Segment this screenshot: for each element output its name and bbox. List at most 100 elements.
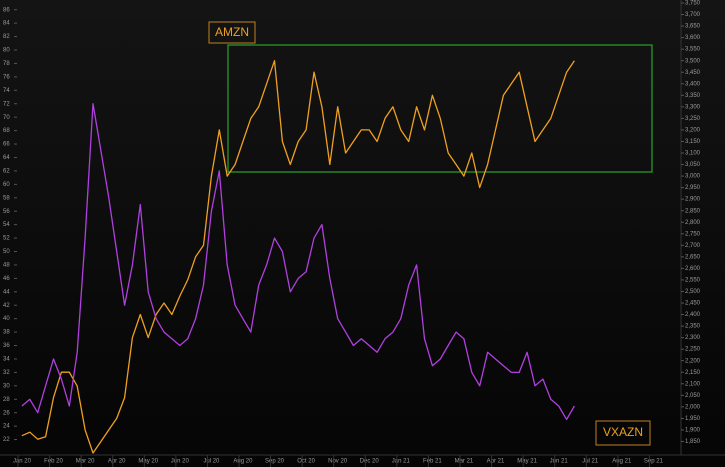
x-tick-label: Sep 20	[265, 459, 285, 465]
y2-tick-label: 2,050	[685, 393, 701, 399]
y-tick-label: 42	[3, 303, 10, 309]
y2-tick-label: 3,750	[685, 1, 701, 7]
y-tick-label: 46	[3, 276, 10, 282]
x-tick-label: Sep 21	[644, 459, 664, 465]
y-tick-label: 70	[3, 115, 10, 121]
y2-tick-label: 2,750	[685, 231, 701, 237]
x-tick-label: Jul 21	[582, 459, 599, 465]
series-tag: VXAZN	[603, 425, 643, 439]
y2-tick-label: 3,200	[685, 128, 701, 134]
y2-tick-label: 2,400	[685, 312, 701, 318]
x-tick-label: May 21	[517, 459, 537, 465]
label-box	[208, 21, 256, 44]
series-line	[21, 60, 575, 454]
x-tick-label: Oct 20	[297, 459, 315, 465]
y-tick-label: 22	[3, 437, 10, 443]
y2-tick-label: 2,450	[685, 301, 701, 307]
y2-tick-label: 2,800	[685, 220, 701, 226]
x-tick-label: Dec 20	[360, 459, 380, 465]
x-tick-label: Mar 20	[76, 459, 95, 465]
y2-tick-label: 3,300	[685, 104, 701, 110]
x-tick-label: Jun 21	[550, 459, 569, 465]
y2-tick-label: 2,150	[685, 370, 701, 376]
x-tick-label: Feb 21	[423, 459, 442, 465]
y2-tick-label: 3,650	[685, 24, 701, 30]
y2-tick-label: 2,300	[685, 335, 701, 341]
x-tick-label: Mar 21	[455, 459, 474, 465]
y-tick-label: 50	[3, 249, 10, 255]
y-tick-label: 38	[3, 330, 10, 336]
y2-tick-label: 1,850	[685, 439, 701, 445]
y2-tick-label: 2,900	[685, 197, 701, 203]
x-tick-label: Jun 20	[171, 459, 190, 465]
y-tick-label: 58	[3, 195, 10, 201]
y-tick-label: 48	[3, 263, 10, 269]
y-tick-label: 56	[3, 209, 10, 215]
y2-tick-label: 2,600	[685, 266, 701, 272]
y-tick-label: 32	[3, 370, 10, 376]
y-tick-label: 24	[3, 424, 10, 430]
y-tick-label: 40	[3, 316, 10, 322]
y-tick-label: 34	[3, 357, 10, 363]
y2-tick-label: 2,100	[685, 381, 701, 387]
y2-tick-label: 1,900	[685, 428, 701, 434]
x-tick-label: Apr 21	[487, 459, 505, 465]
label-box	[595, 420, 651, 446]
y2-tick-label: 2,950	[685, 185, 701, 191]
y2-tick-label: 3,250	[685, 116, 701, 122]
y2-tick-label: 3,550	[685, 47, 701, 53]
x-tick-label: Jan 21	[392, 459, 411, 465]
x-tick-label: Nov 20	[328, 459, 348, 465]
y-tick-label: 86	[3, 7, 10, 13]
series-line	[21, 103, 575, 421]
y2-tick-label: 2,000	[685, 404, 701, 410]
y-tick-label: 78	[3, 61, 10, 67]
y-tick-label: 68	[3, 128, 10, 134]
y2-tick-label: 3,450	[685, 70, 701, 76]
series-tag: AMZN	[215, 25, 249, 39]
y2-tick-label: 3,400	[685, 81, 701, 87]
y-tick-label: 36	[3, 343, 10, 349]
y2-tick-label: 3,000	[685, 174, 701, 180]
y2-tick-label: 1,950	[685, 416, 701, 422]
y-tick-label: 54	[3, 222, 10, 228]
y2-tick-label: 3,600	[685, 35, 701, 41]
y-tick-label: 26	[3, 410, 10, 416]
y2-tick-label: 3,700	[685, 12, 701, 18]
y2-tick-label: 2,250	[685, 347, 701, 353]
y2-tick-label: 2,650	[685, 254, 701, 260]
y-tick-label: 30	[3, 383, 10, 389]
x-tick-label: May 20	[138, 459, 158, 465]
y-tick-label: 76	[3, 74, 10, 80]
y-tick-label: 84	[3, 21, 10, 27]
y2-tick-label: 3,350	[685, 93, 701, 99]
x-tick-label: Aug 20	[233, 459, 253, 465]
y-tick-label: 72	[3, 101, 10, 107]
range-box	[227, 44, 653, 173]
y-tick-label: 44	[3, 289, 10, 295]
y2-tick-label: 2,850	[685, 208, 701, 214]
x-tick-label: Apr 20	[108, 459, 126, 465]
y-tick-label: 82	[3, 34, 10, 40]
y2-tick-label: 2,500	[685, 289, 701, 295]
x-tick-label: Feb 20	[44, 459, 63, 465]
x-tick-label: Jan 20	[13, 459, 32, 465]
y2-tick-label: 2,350	[685, 324, 701, 330]
y2-tick-label: 2,550	[685, 278, 701, 284]
y-tick-label: 60	[3, 182, 10, 188]
x-tick-label: Jul 20	[203, 459, 220, 465]
x-tick-label: Aug 21	[612, 459, 632, 465]
y-tick-label: 52	[3, 236, 10, 242]
y-tick-label: 74	[3, 88, 10, 94]
y-tick-label: 64	[3, 155, 10, 161]
y2-tick-label: 2,200	[685, 358, 701, 364]
y2-tick-label: 3,500	[685, 58, 701, 64]
y-tick-label: 62	[3, 168, 10, 174]
y2-tick-label: 3,050	[685, 162, 701, 168]
y2-tick-label: 2,700	[685, 243, 701, 249]
y2-tick-label: 3,100	[685, 151, 701, 157]
y-tick-label: 80	[3, 48, 10, 54]
y-tick-label: 28	[3, 397, 10, 403]
